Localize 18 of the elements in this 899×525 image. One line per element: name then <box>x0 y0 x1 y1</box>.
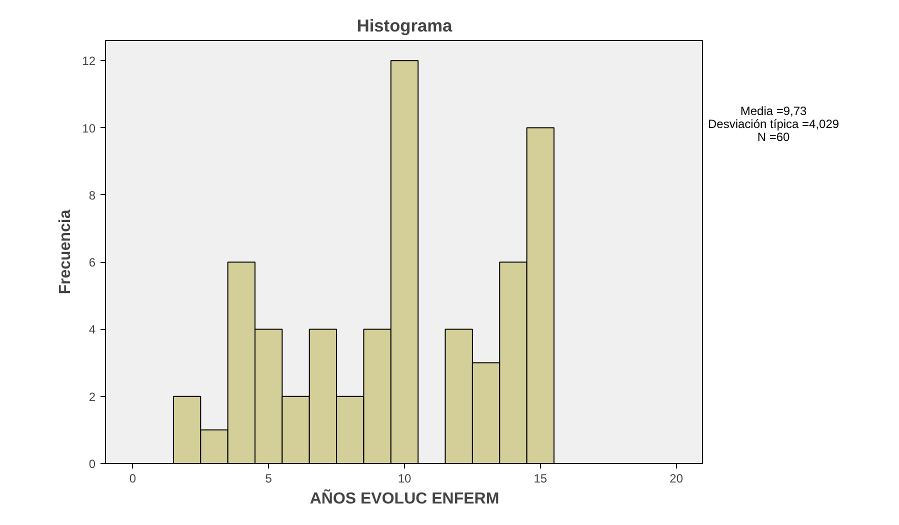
y-tick-label: 8 <box>88 188 96 202</box>
x-tick-label: 20 <box>670 472 684 486</box>
y-tick-label: 2 <box>88 390 96 404</box>
y-tick-label: 0 <box>88 457 96 471</box>
x-tick-label: 15 <box>534 472 548 486</box>
x-tick-label: 0 <box>129 472 136 486</box>
chart-title: Histograma <box>356 16 453 36</box>
y-tick-label: 10 <box>82 121 96 136</box>
x-axis-title: AÑOS EVOLUC ENFERM <box>310 488 500 508</box>
y-tick-label: 6 <box>88 256 96 270</box>
x-tick-label: 10 <box>398 472 412 486</box>
text: N =60 <box>756 130 790 144</box>
y-tick-label: 4 <box>88 322 96 337</box>
text: Media =9,73 <box>739 104 808 118</box>
y-tick-label: 12 <box>82 54 96 68</box>
y-axis-title: Frecuencia <box>57 210 74 294</box>
text: Desviación típica =4,029 <box>708 117 840 131</box>
x-tick-label: 5 <box>265 472 272 486</box>
